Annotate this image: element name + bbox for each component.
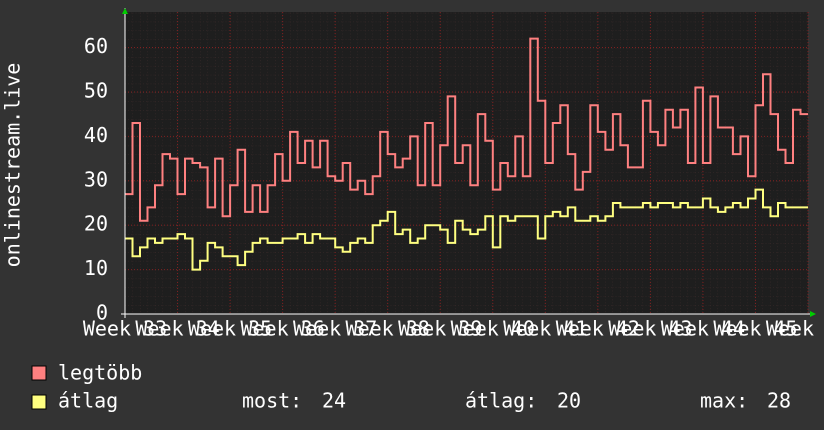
x-tick-label: Week 33 bbox=[83, 317, 167, 341]
x-tick-label: Week 42 bbox=[556, 317, 640, 341]
x-tick-label: Week 39 bbox=[398, 317, 482, 341]
series-line bbox=[125, 37, 808, 222]
y-tick-label: 40 bbox=[84, 123, 108, 147]
stat-value: 20 bbox=[557, 389, 581, 413]
legend-swatch bbox=[31, 394, 47, 410]
legend-swatch bbox=[31, 365, 47, 381]
x-arrow bbox=[810, 311, 816, 317]
stat-label: most: bbox=[242, 389, 302, 413]
y-tick-label: 20 bbox=[84, 212, 108, 236]
y-tick-label: 30 bbox=[84, 167, 108, 191]
x-tick-label: Week 43 bbox=[608, 317, 692, 341]
y-tick-label: 0 bbox=[96, 301, 108, 325]
series-line bbox=[125, 188, 808, 271]
x-tick-label: Week 46 bbox=[766, 317, 824, 341]
x-tick-label: Week 34 bbox=[135, 317, 219, 341]
x-tick-label: Week 36 bbox=[240, 317, 324, 341]
stat-value: 24 bbox=[322, 389, 346, 413]
legend-label: legtöbb bbox=[58, 361, 142, 385]
y-arrow bbox=[122, 8, 128, 14]
y-tick-label: 10 bbox=[84, 256, 108, 280]
stat-label: átlag: bbox=[465, 389, 537, 413]
x-tick-label: Week 44 bbox=[661, 317, 745, 341]
stat-value: 28 bbox=[767, 389, 791, 413]
y-tick-label: 60 bbox=[84, 34, 108, 58]
y-tick-label: 50 bbox=[84, 78, 108, 102]
y-axis-label: onlinestream.live bbox=[1, 63, 25, 268]
x-tick-label: Week 41 bbox=[503, 317, 587, 341]
x-tick-label: Week 35 bbox=[188, 317, 272, 341]
x-tick-label: Week 38 bbox=[346, 317, 430, 341]
legend-label: átlag bbox=[58, 389, 118, 413]
stat-label: max: bbox=[700, 389, 748, 413]
x-tick-label: Week 37 bbox=[293, 317, 377, 341]
x-tick-label: Week 40 bbox=[451, 317, 535, 341]
x-tick-label: Week 45 bbox=[713, 317, 797, 341]
